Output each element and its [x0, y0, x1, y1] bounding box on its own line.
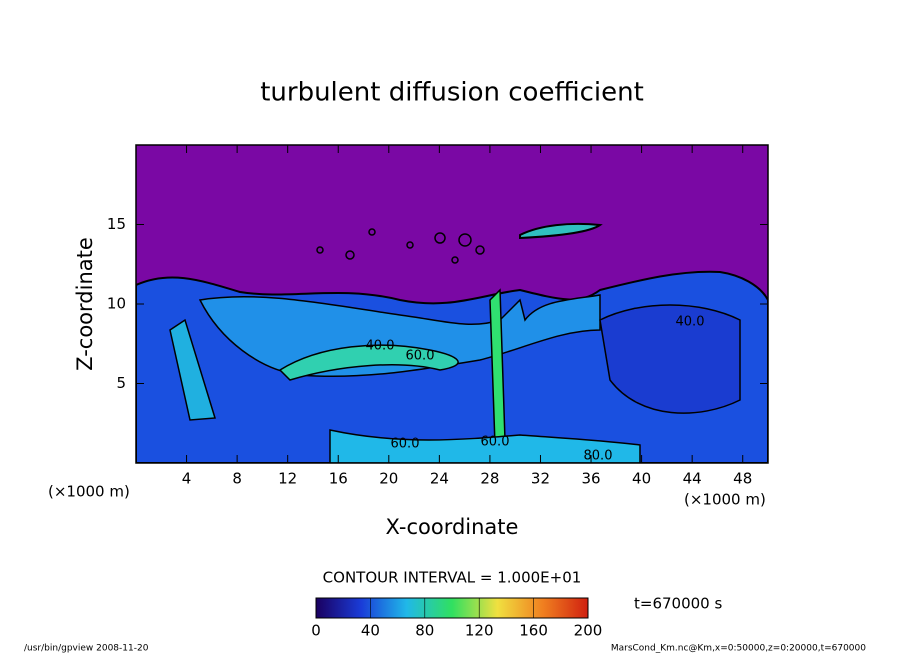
x-tick-label: 32 [531, 470, 550, 488]
contour-label: 60.0 [481, 435, 510, 450]
y-tick-label: 5 [116, 374, 126, 392]
colorbar-tick-label: 200 [574, 622, 603, 640]
y-axis-label: Z-coordinate [73, 237, 97, 371]
colorbar-tick-label: 160 [519, 622, 548, 640]
field [136, 145, 768, 463]
x-tick-label: 44 [683, 470, 702, 488]
x-tick-label: 36 [581, 470, 600, 488]
y-tick-label: 10 [107, 295, 126, 313]
y-unit: (×1000 m) [48, 483, 130, 501]
chart-title: turbulent diffusion coefficient [260, 78, 644, 108]
x-tick-label: 20 [379, 470, 398, 488]
y-tick-label: 15 [107, 215, 126, 233]
contour-label: 40.0 [366, 339, 395, 354]
x-tick-label: 16 [329, 470, 348, 488]
x-tick-label: 28 [480, 470, 499, 488]
x-tick-label: 4 [182, 470, 192, 488]
x-axis-label: X-coordinate [386, 515, 519, 539]
colorbar-tick-label: 40 [361, 622, 380, 640]
time-label: t=670000 s [634, 595, 722, 613]
x-tick-label: 12 [278, 470, 297, 488]
contour-label: 80.0 [584, 449, 613, 464]
footer-right: MarsCond_Km.nc@Km,x=0:50000,z=0:20000,t=… [611, 644, 866, 654]
colorbar-tick-label: 80 [415, 622, 434, 640]
colorbar-tick-label: 120 [465, 622, 494, 640]
colorbar [315, 597, 589, 619]
contour-interval: CONTOUR INTERVAL = 1.000E+01 [323, 569, 582, 587]
contour-label: 40.0 [676, 315, 705, 330]
footer-left: /usr/bin/gpview 2008-11-20 [24, 644, 149, 654]
x-tick-label: 40 [632, 470, 651, 488]
x-tick-label: 24 [430, 470, 449, 488]
x-unit: (×1000 m) [684, 491, 766, 509]
x-tick-label: 48 [733, 470, 752, 488]
contour-label: 60.0 [406, 349, 435, 364]
colorbar-tick-label: 0 [311, 622, 321, 640]
contour-label: 60.0 [391, 437, 420, 452]
x-tick-label: 8 [232, 470, 242, 488]
